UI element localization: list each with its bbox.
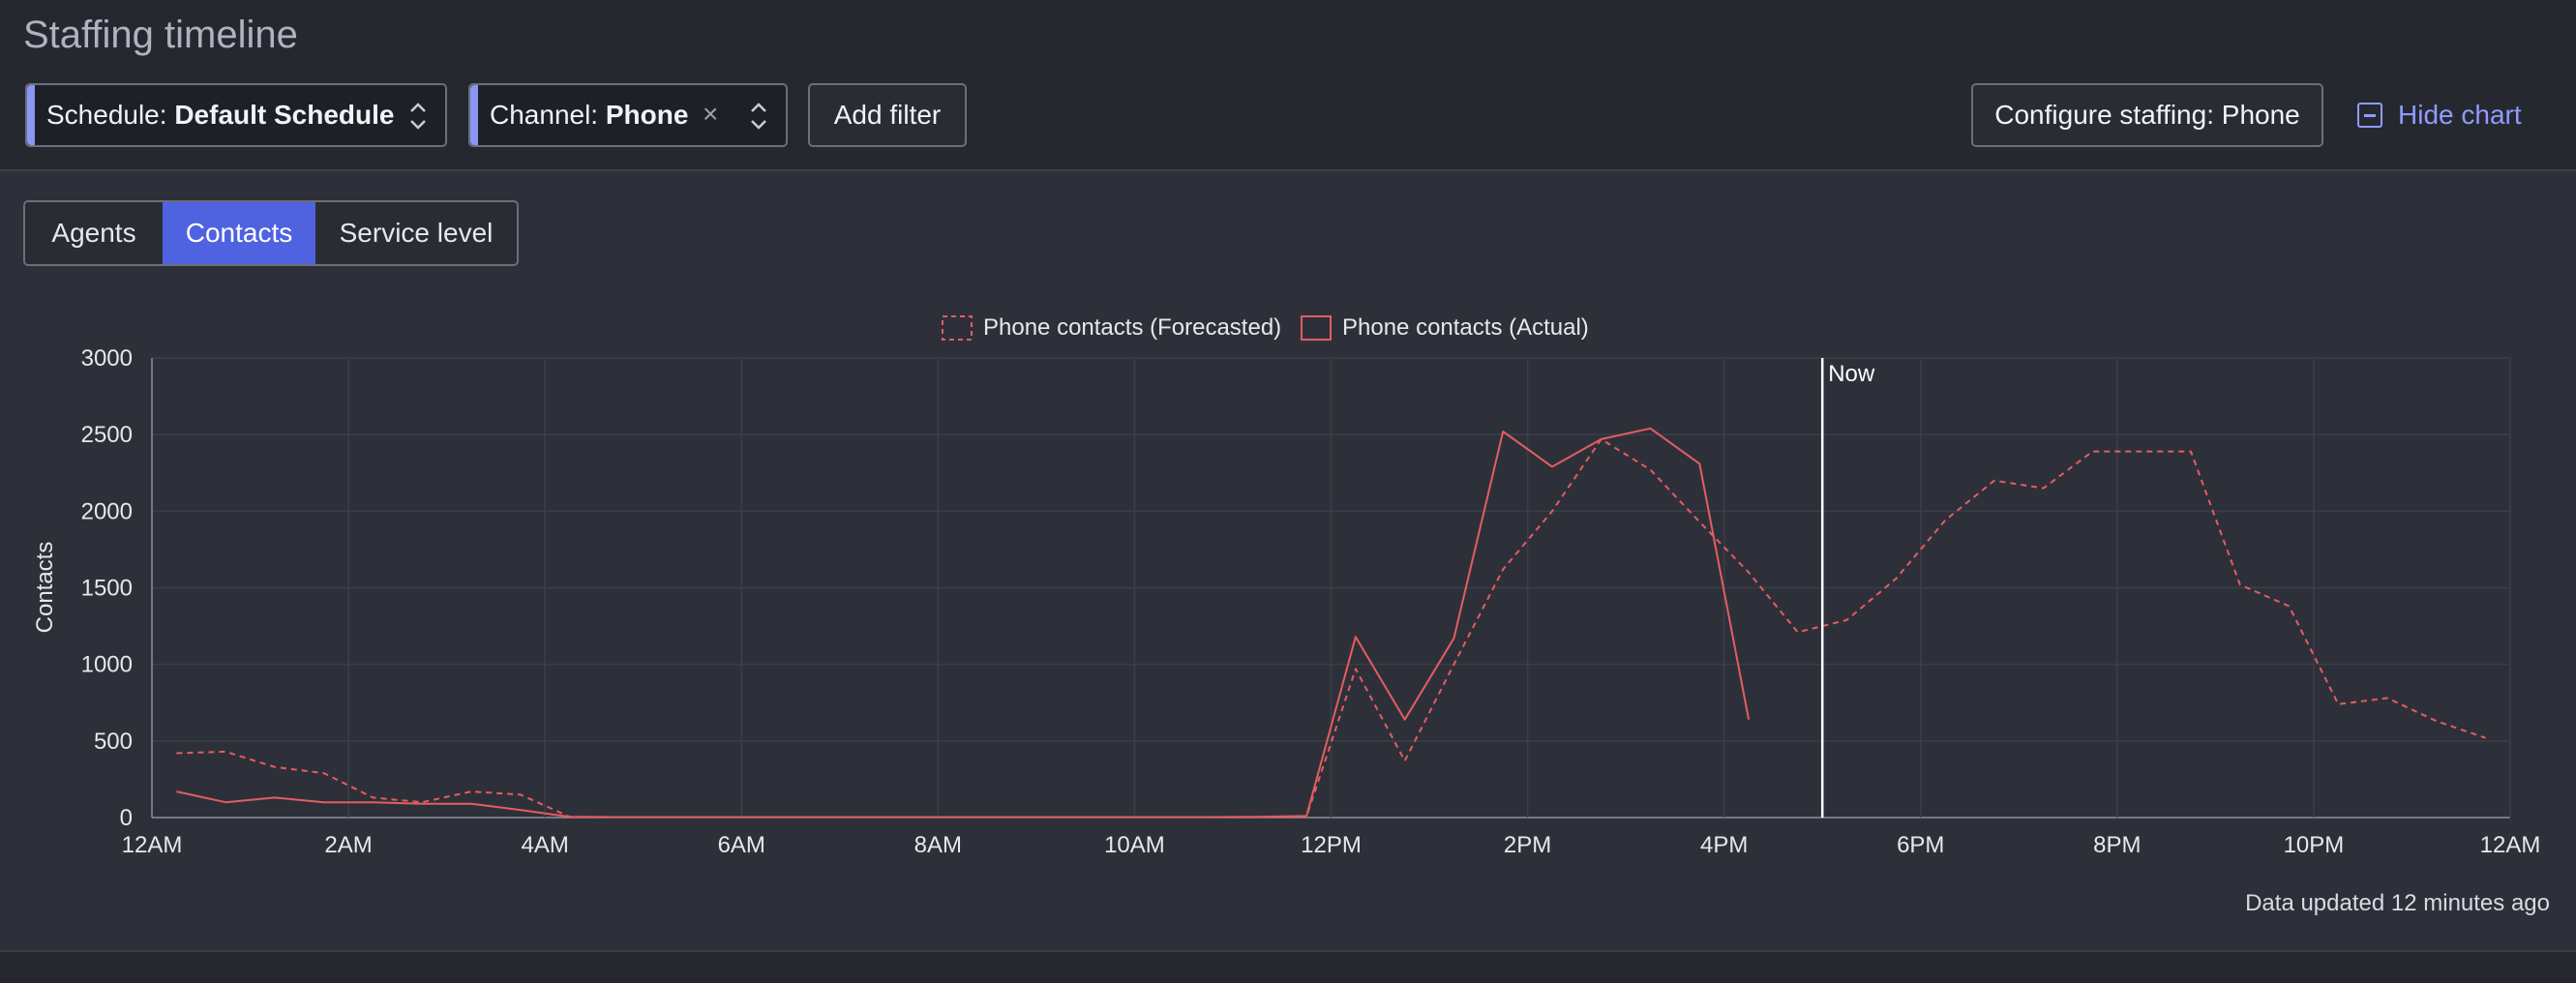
x-tick-label: 12AM [122,832,183,858]
x-tick-label: 12PM [1301,832,1362,858]
x-tick-label: 4AM [521,832,568,858]
configure-staffing-button[interactable]: Configure staffing: Phone [1971,83,2323,147]
contacts-chart: Phone contacts (Forecasted) Phone contac… [32,314,2541,858]
schedule-filter[interactable]: Schedule: Default Schedule [25,83,447,147]
x-tick-label: 10AM [1104,832,1165,858]
y-tick-label: 1000 [81,652,133,678]
forecasted-series-line [176,437,2486,819]
collapse-icon [2357,103,2382,128]
y-tick-label: 1500 [81,576,133,602]
x-tick-label: 2PM [1504,832,1551,858]
tab-agents[interactable]: Agents [51,218,136,248]
channel-filter-label: Channel: [490,100,606,130]
schedule-filter-label: Schedule: [46,100,175,130]
now-marker-label: Now [1828,361,1875,387]
x-tick-label: 12AM [2480,832,2541,858]
add-filter-button[interactable]: Add filter [808,83,967,147]
x-tick-label: 4PM [1700,832,1748,858]
channel-filter[interactable]: Channel: Phone × [468,83,788,147]
y-tick-label: 500 [94,729,133,755]
select-chevrons-icon[interactable] [406,97,430,135]
hide-chart-button[interactable]: Hide chart [2357,96,2522,134]
x-tick-label: 8AM [914,832,962,858]
y-tick-label: 0 [120,805,133,831]
legend-swatch-forecasted [942,315,973,341]
legend-label-actual: Phone contacts (Actual) [1342,314,1589,341]
select-chevrons-icon[interactable] [747,97,770,135]
schedule-filter-value: Default Schedule [174,100,395,130]
y-tick-label: 3000 [81,345,133,372]
y-tick-label: 2000 [81,498,133,524]
x-tick-label: 8PM [2093,832,2141,858]
y-axis-label: Contacts [32,542,58,634]
x-tick-label: 6AM [718,832,765,858]
x-tick-label: 6PM [1897,832,1944,858]
data-updated-note: Data updated 12 minutes ago [2245,890,2550,916]
x-tick-label: 10PM [2284,832,2345,858]
actual-series-line [176,427,1751,819]
legend-swatch-actual [1301,315,1332,341]
tab-service-level[interactable]: Service level [339,218,494,248]
hide-chart-label: Hide chart [2398,100,2522,130]
view-tabs: Agents Contacts Service level [23,200,519,266]
tab-contacts[interactable]: Contacts [163,202,315,264]
filter-accent [470,85,478,145]
bottom-bar [0,950,2576,983]
filter-accent [27,85,35,145]
y-tick-label: 2500 [81,422,133,448]
legend: Phone contacts (Forecasted) Phone contac… [942,314,1589,341]
channel-filter-value: Phone [605,100,689,130]
x-tick-label: 2AM [324,832,372,858]
clear-filter-icon[interactable]: × [703,99,719,129]
page-title: Staffing timeline [23,14,298,56]
legend-label-forecasted: Phone contacts (Forecasted) [983,314,1281,341]
